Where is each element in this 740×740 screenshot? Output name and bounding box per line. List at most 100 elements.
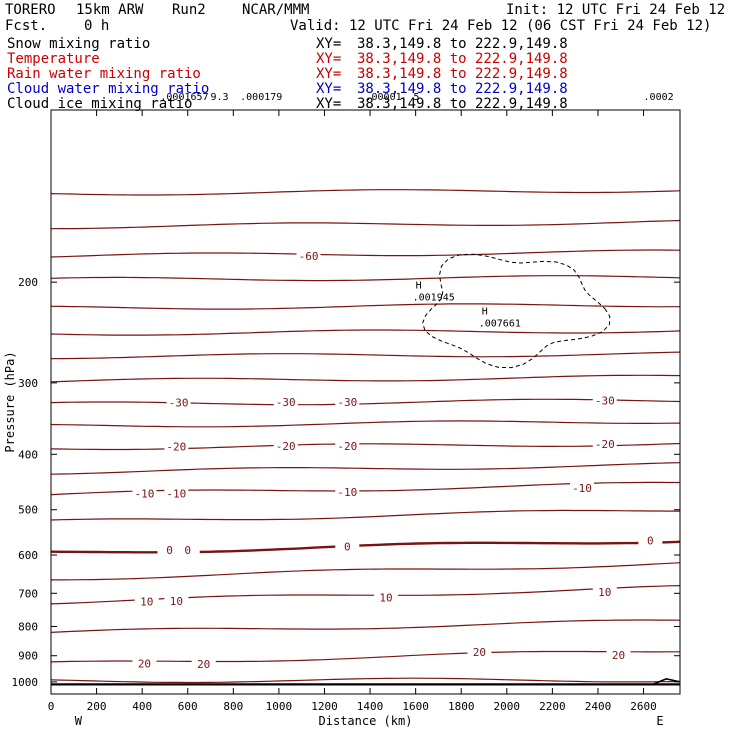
contour-label-bg [273,440,298,453]
plot-frame [50,109,681,695]
contour-label: 20 [197,658,210,671]
contour-label: -20 [337,440,357,453]
contour-label: -10 [572,482,592,495]
isotherm-minus60 [50,303,680,310]
xy-prefix-cloud-water: XY= [316,81,342,97]
contour-label: 10 [140,595,153,608]
contour-label-bg [164,487,189,500]
xy-prefix-temperature: XY= [316,51,342,67]
isotherm-minus40 [50,374,681,383]
header-init: Init: 12 UTC Fri 24 Feb 12 [506,2,726,18]
field-rain: Rain water mixing ratio [7,66,201,82]
contour-label-bg [374,591,399,604]
y-tick-label: 900 [18,650,38,663]
y-tick-label: 1000 [12,676,39,689]
field-snow: Snow mixing ratio [7,36,151,52]
contour-label-bg [592,394,617,407]
xy-range-cloud-ice: 38.3,149.8 to 222.9,149.8 [357,96,568,112]
contour-label-bg [191,657,216,670]
contour-label-bg [335,486,360,499]
header-valid: Valid: 12 UTC Fri 24 Feb 12 (06 CST Fri … [290,18,712,34]
y-tick-label: 500 [18,504,38,517]
contour-label-bg [157,543,182,556]
contour-label-bg [164,594,189,607]
isotherm-minus60 [50,275,681,282]
contour-label-bg [570,481,595,494]
contour-label: 0 [647,535,654,548]
contour-label-bg [132,657,157,670]
x-tick-label: 1200 [311,700,338,713]
header-fcst-label: Fcst. [5,18,48,34]
xy-prefix-snow: XY= [316,36,342,52]
header-fcst-value: 0 h [84,18,110,34]
contour-label-bg [164,440,189,453]
contour-label: -20 [166,441,186,454]
x-tick-label: 800 [223,700,243,713]
isotherm-minus65 [50,189,681,196]
contour-label: 20 [612,649,625,662]
contour-label: -60 [299,250,319,263]
contour-label-bg [335,395,360,408]
contour-label: 20 [138,657,151,670]
contour-label-bg [335,540,360,553]
xy-prefix-cloud-ice: XY= [316,96,342,112]
x-tick-label: 1000 [266,700,293,713]
x-tick-label: 2400 [585,700,612,713]
x-tick-label: 2600 [630,700,657,713]
x-axis-label: Distance (km) [319,714,413,728]
isotherm-minus20 [50,442,681,451]
field-temperature: Temperature [7,51,100,67]
xy-prefix-rain: XY= [316,66,342,82]
contour-label-bg [273,395,298,408]
contour-label: 10 [379,592,392,605]
contour-label: -10 [337,486,357,499]
contour-label-bg [335,440,360,453]
contour-label: -30 [595,394,615,407]
x-tick-label: 2000 [494,700,521,713]
header-model: TORERO [5,2,56,18]
y-tick-label: 700 [18,587,38,600]
isotherm-lines [50,189,681,684]
contour-label-bg [467,645,492,658]
contour-label-bg [592,438,617,451]
top-annotation: .0001657 [160,92,208,103]
isotherm-minus5 [50,509,680,521]
isotherm-minus60 [50,249,681,258]
x-tick-label: 200 [87,700,107,713]
isotherm-minus45 [50,351,681,360]
contour-label: 10 [170,595,183,608]
west-label: W [75,714,83,728]
contour-label-bg [296,249,321,262]
contour-label: -10 [166,487,186,500]
x-tick-label: 0 [48,700,55,713]
top-annotation: .000179 [240,92,282,103]
xy-range-cloud-water: 38.3,149.8 to 222.9,149.8 [357,81,568,97]
contour-label: -30 [169,397,189,410]
y-axis-label: Pressure (hPa) [3,351,17,452]
isotherm-minus15 [50,462,681,475]
isotherm-0 [50,540,681,554]
field-cloud-water: Cloud water mixing ratio [7,81,210,97]
cloud-ice-outline [422,253,611,369]
contour-label: -30 [337,396,357,409]
contour-label: 0 [184,544,191,557]
x-tick-label: 1800 [448,700,475,713]
contour-label: -20 [595,438,615,451]
x-tick-label: 1400 [357,700,384,713]
top-annotations: .0001657 9.3 .000179 .00001 5 .0002 [160,92,673,103]
contour-label-bg [606,649,631,662]
contour-label-bg [166,396,191,409]
xy-range-rain: 38.3,149.8 to 222.9,149.8 [357,66,568,82]
contour-label: -10 [135,487,155,500]
isotherm-5 [51,562,681,581]
cloud-ice-contour [422,253,611,369]
x-tick-label: 2200 [539,700,566,713]
header-center: NCAR/MMM [242,2,310,18]
field-cloud-ice: Cloud ice mixing ratio [7,96,193,112]
maximum-mark: H [416,280,422,291]
header-run: Run2 [172,2,206,18]
contour-label-bg [134,595,159,608]
contour-label-bg [175,543,200,556]
contour-label: 0 [344,541,351,554]
